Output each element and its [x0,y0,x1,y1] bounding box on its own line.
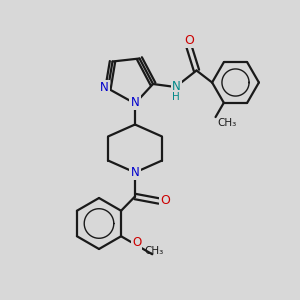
Text: N: N [172,80,181,93]
Text: N: N [130,95,140,109]
Text: CH₃: CH₃ [144,246,164,256]
Text: N: N [130,166,140,179]
Text: O: O [184,34,194,47]
Text: H: H [172,92,180,103]
Text: O: O [132,236,141,249]
Text: N: N [100,81,109,94]
Text: CH₃: CH₃ [217,118,236,128]
Text: O: O [160,194,170,208]
